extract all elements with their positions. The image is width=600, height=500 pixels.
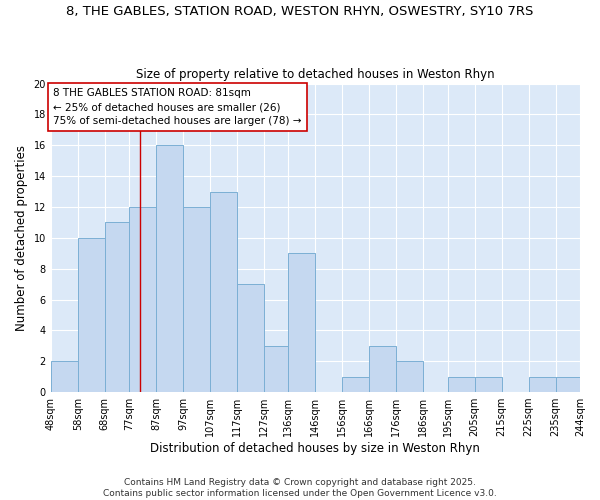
Bar [448,376,475,392]
Bar [183,207,210,392]
Bar [78,238,105,392]
Y-axis label: Number of detached properties: Number of detached properties [15,145,28,331]
Text: 8, THE GABLES, STATION ROAD, WESTON RHYN, OSWESTRY, SY10 7RS: 8, THE GABLES, STATION ROAD, WESTON RHYN… [67,5,533,18]
Bar [289,253,316,392]
X-axis label: Distribution of detached houses by size in Weston Rhyn: Distribution of detached houses by size … [151,442,481,455]
Bar [397,361,424,392]
Bar [475,376,502,392]
Text: Contains HM Land Registry data © Crown copyright and database right 2025.
Contai: Contains HM Land Registry data © Crown c… [103,478,497,498]
Title: Size of property relative to detached houses in Weston Rhyn: Size of property relative to detached ho… [136,68,495,81]
Bar [343,376,370,392]
Bar [556,376,580,392]
Bar [156,146,183,392]
Bar [210,192,237,392]
Text: 8 THE GABLES STATION ROAD: 81sqm
← 25% of detached houses are smaller (26)
75% o: 8 THE GABLES STATION ROAD: 81sqm ← 25% o… [53,88,302,126]
Bar [105,222,129,392]
Bar [237,284,264,392]
Bar [264,346,289,392]
Bar [129,207,156,392]
Bar [529,376,556,392]
Bar [370,346,397,392]
Bar [51,361,78,392]
